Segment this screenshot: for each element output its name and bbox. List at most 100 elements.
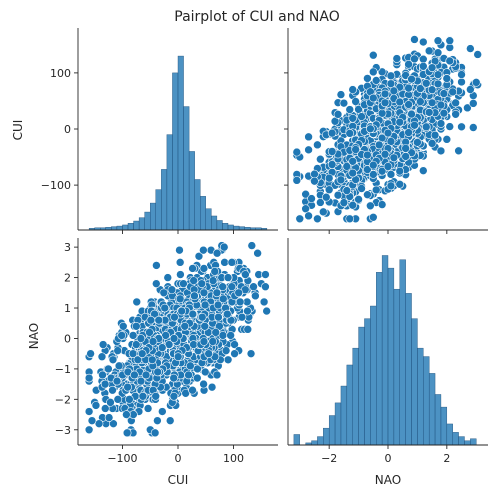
- nao-hist-bar: [464, 440, 471, 446]
- scatter-point: [241, 270, 250, 279]
- scatter-point: [123, 382, 132, 392]
- scatter-point: [194, 251, 204, 261]
- scatter-point: [131, 340, 141, 349]
- scatter-point: [377, 166, 387, 176]
- scatter-point: [173, 352, 183, 362]
- scatter-point: [208, 276, 218, 285]
- scatter-point: [363, 165, 372, 174]
- scatter-point: [321, 192, 331, 202]
- scatter-bl-x-tick-label: 0: [175, 452, 182, 465]
- scatter-point: [91, 401, 101, 410]
- scatter-point: [108, 355, 118, 365]
- scatter-point: [246, 349, 256, 358]
- nao-hist-bar: [311, 440, 318, 446]
- scatter-point: [383, 162, 393, 171]
- scatter-bl-x-tick-label: −100: [107, 452, 137, 465]
- scatter-point: [175, 294, 185, 304]
- cui-hist-bar: [233, 225, 240, 231]
- cui-hist-bar: [161, 169, 168, 231]
- nao-hist-bar: [370, 305, 377, 446]
- scatter-point: [339, 98, 349, 108]
- scatter-point: [223, 273, 233, 282]
- nao-hist-bar: [293, 434, 300, 446]
- scatter-point: [383, 128, 393, 138]
- scatter-point: [158, 407, 167, 416]
- scatter-point: [421, 122, 431, 132]
- cui-hist-bar: [138, 217, 145, 231]
- scatter-point: [327, 128, 337, 138]
- scatter-point: [327, 147, 337, 156]
- scatter-point: [189, 340, 198, 349]
- scatter-point: [301, 189, 310, 199]
- scatter-bl-y-tick-label: 1: [64, 302, 71, 315]
- scatter-point: [118, 321, 128, 331]
- nao-hist-bar: [393, 288, 400, 446]
- scatter-point: [219, 242, 229, 252]
- scatter-point: [86, 349, 95, 358]
- scatter-point: [395, 117, 405, 127]
- cui-hist-bar: [177, 55, 184, 231]
- scatter-point: [145, 328, 154, 337]
- scatter-point: [407, 74, 416, 84]
- scatter-point: [169, 373, 179, 383]
- scatter-point: [336, 90, 346, 99]
- scatter-point: [114, 361, 124, 371]
- scatter-point: [395, 97, 405, 107]
- scatter-point: [292, 147, 302, 157]
- scatter-point: [336, 175, 346, 185]
- scatter-point: [199, 245, 208, 255]
- nao-hist-bar: [340, 385, 348, 446]
- scatter-point: [98, 370, 107, 380]
- scatter-point: [208, 337, 218, 346]
- nao-hist-bar: [317, 436, 324, 446]
- scatter-point: [152, 261, 161, 270]
- scatter-point: [227, 258, 237, 267]
- scatter-point: [234, 288, 244, 298]
- scatter-point: [313, 140, 322, 150]
- nao-hist-bar: [405, 293, 412, 446]
- nao-hist-x-tick-label: 2: [443, 452, 450, 465]
- scatter-point: [445, 122, 455, 131]
- scatter-point: [253, 248, 262, 258]
- scatter-point: [210, 267, 220, 276]
- scatter-point: [307, 194, 316, 203]
- scatter-point: [94, 419, 104, 428]
- scatter-point: [342, 162, 352, 171]
- scatter-point: [351, 145, 360, 154]
- scatter-point: [154, 315, 164, 325]
- scatter-point: [179, 279, 188, 288]
- scatter-point: [153, 416, 162, 425]
- scatter-bl-y-tick-label: −3: [55, 424, 71, 437]
- scatter-point: [160, 303, 170, 313]
- scatter-point: [199, 337, 209, 346]
- scatter-point: [113, 395, 123, 404]
- panel-nao-hist: −2 0 2: [287, 238, 488, 465]
- scatter-point: [108, 385, 117, 395]
- scatter-point: [153, 367, 163, 377]
- scatter-point: [128, 331, 138, 340]
- scatter-point: [427, 139, 437, 148]
- scatter-point: [180, 321, 190, 331]
- scatter-point: [106, 398, 115, 407]
- scatter-bl-y-tick-label: 0: [64, 332, 71, 345]
- scatter-point: [262, 306, 271, 316]
- scatter-point: [386, 71, 396, 81]
- scatter-point: [433, 70, 443, 79]
- cui-hist-bar: [166, 134, 173, 231]
- scatter-bl-y-tick-label: 3: [64, 241, 71, 254]
- scatter-point: [354, 195, 363, 204]
- scatter-point: [395, 166, 405, 176]
- scatter-point: [427, 63, 437, 72]
- scatter-point: [392, 54, 402, 63]
- scatter-point: [473, 50, 483, 59]
- cui-hist-bar: [172, 72, 179, 231]
- scatter-point: [199, 379, 208, 389]
- scatter-point: [363, 150, 372, 160]
- scatter-point: [348, 200, 358, 210]
- nao-hist-bar: [323, 427, 330, 446]
- scatter-bl-y-tick-label: −2: [55, 393, 71, 406]
- scatter-point: [251, 291, 260, 301]
- scatter-point: [104, 413, 114, 422]
- scatter-point: [371, 185, 381, 195]
